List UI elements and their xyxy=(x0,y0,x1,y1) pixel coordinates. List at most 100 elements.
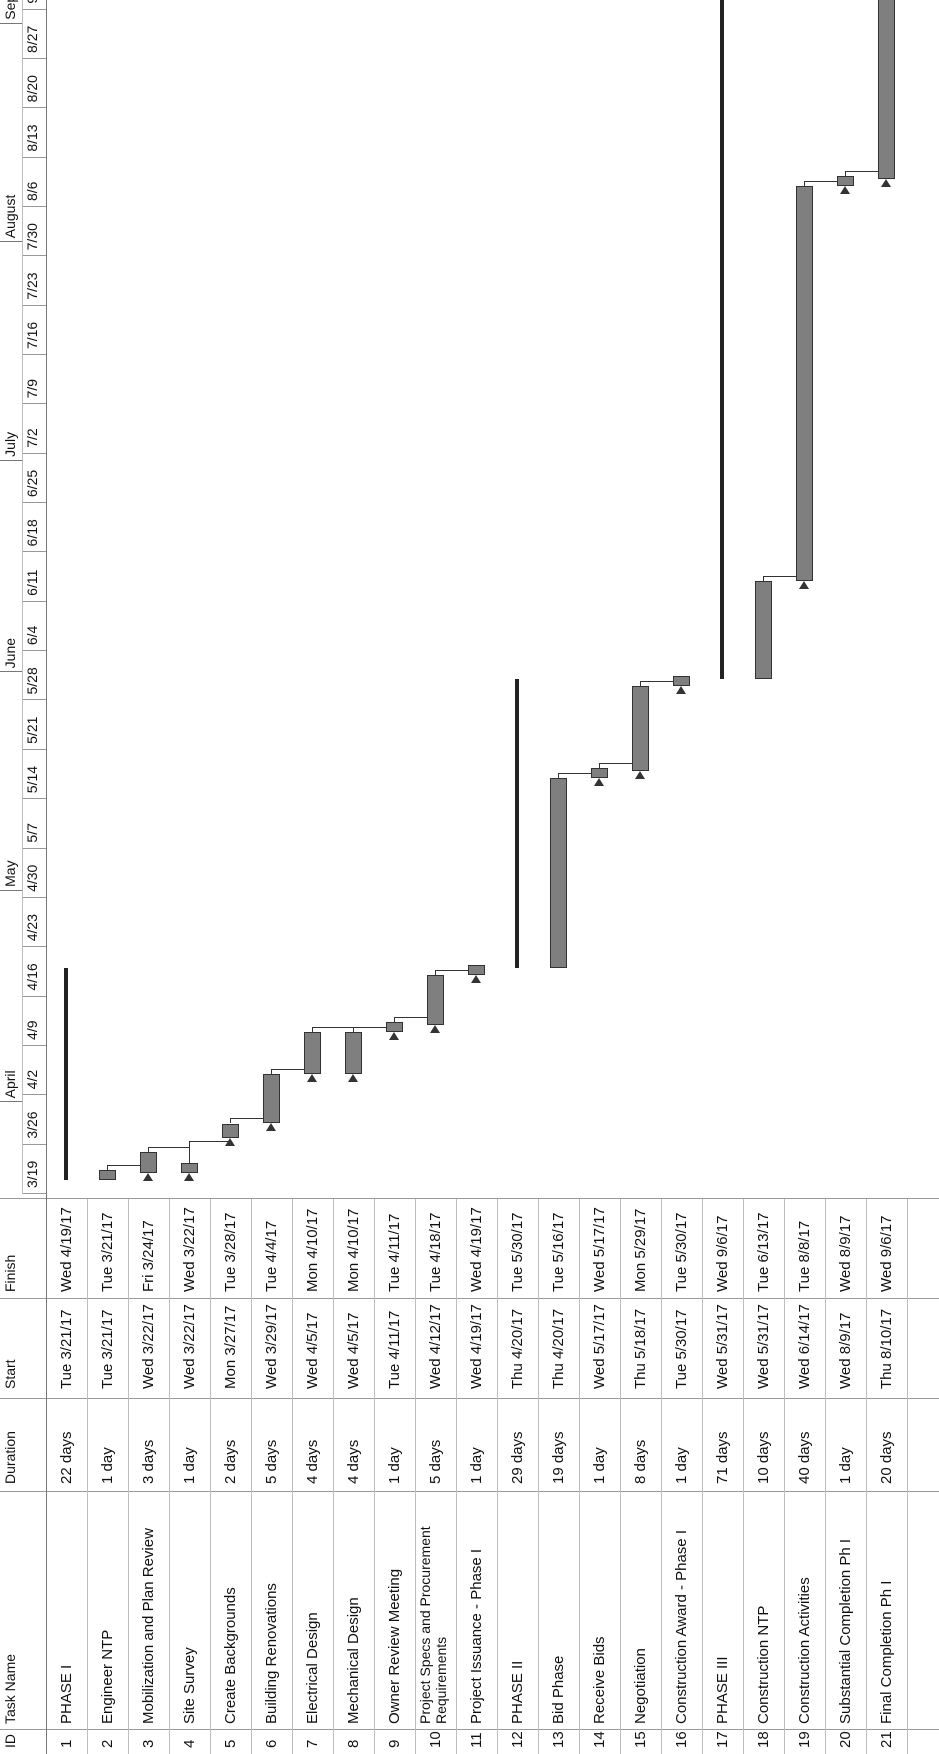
task-bar xyxy=(181,1162,198,1173)
table-row[interactable]: 11 Project Issuance - Phase I 1 day Wed 4/1… xyxy=(456,1199,497,1754)
table-row[interactable]: 3 Mobilization and Plan Review 3 days Wed 3… xyxy=(128,1199,169,1754)
table-row[interactable]: 5 Create Backgrounds 2 days Mon 3/27/17 Tue … xyxy=(210,1199,251,1754)
week-divider xyxy=(22,304,46,306)
task-finish: Tue 5/30/17 xyxy=(673,1212,690,1292)
task-name: Project Specs and Procurement Requiremen… xyxy=(417,1526,449,1724)
timescale-week: 3/19 xyxy=(24,1160,40,1188)
task-finish: Mon 5/29/17 xyxy=(632,1208,649,1292)
task-bar xyxy=(386,1021,403,1032)
table-row[interactable]: 21 Final Completion Ph I 20 days Thu 8/10/1… xyxy=(866,1199,907,1754)
table-row[interactable]: 13 Bid Phase 19 days Thu 4/20/17 Tue 5/16/17 xyxy=(538,1199,579,1754)
task-finish: Wed 9/6/17 xyxy=(714,1215,731,1292)
timescale-week: 7/9 xyxy=(24,378,40,399)
table-row[interactable]: 14 Receive Bids 1 day Wed 5/17/17 Wed 5/17/1… xyxy=(579,1199,620,1754)
task-id: 12 xyxy=(509,1731,526,1748)
task-duration: 5 days xyxy=(263,1439,280,1484)
week-divider xyxy=(22,847,46,849)
timescale-month: May xyxy=(2,860,18,887)
week-divider xyxy=(22,650,46,652)
week-divider xyxy=(22,600,46,602)
table-row[interactable]: 18 Construction NTP 10 days Wed 5/31/17 Tue … xyxy=(743,1199,784,1754)
timescale-week: 5/7 xyxy=(24,823,40,843)
table-row[interactable]: 2 Engineer NTP 1 day Tue 3/21/17 Tue 3/21/17 xyxy=(87,1199,128,1754)
table-row[interactable]: 9 Owner Review Meeting 1 day Tue 4/11/17 Tue… xyxy=(374,1199,415,1754)
dependency-arrow xyxy=(184,1172,194,1181)
table-row[interactable]: 10 Project Specs and Procurement Requirem… xyxy=(415,1199,456,1754)
table-row[interactable]: 12 PHASE II 29 days Thu 4/20/17 Tue 5/30/17 xyxy=(497,1199,538,1754)
task-finish: Mon 4/10/17 xyxy=(304,1208,321,1292)
task-name: Construction NTP xyxy=(755,1605,772,1724)
week-divider xyxy=(22,551,46,553)
task-duration: 1 day xyxy=(99,1447,116,1484)
table-row[interactable]: 6 Building Renovations 5 days Wed 3/29/17 Tu… xyxy=(251,1199,292,1754)
task-duration: 8 days xyxy=(632,1439,649,1484)
task-id: 4 xyxy=(181,1739,198,1748)
week-divider xyxy=(22,354,46,356)
task-duration: 71 days xyxy=(714,1431,731,1484)
task-name: Owner Review Meeting xyxy=(386,1568,403,1724)
task-duration: 1 day xyxy=(837,1447,854,1484)
task-start: Tue 5/30/17 xyxy=(673,1309,690,1389)
table-row[interactable]: 16 Construction Award - Phase I 1 day Tue 5… xyxy=(661,1199,702,1754)
task-name: Building Renovations xyxy=(263,1583,280,1724)
month-divider xyxy=(0,1101,22,1103)
dependency-arrow xyxy=(471,975,481,984)
dependency-arrow xyxy=(430,1024,440,1033)
table-row[interactable]: 19 Construction Activities 40 days Wed 6/14… xyxy=(784,1199,825,1754)
dependency-arrow xyxy=(143,1172,153,1181)
task-bar xyxy=(632,686,649,771)
task-bar xyxy=(755,580,772,680)
task-finish: Tue 4/11/17 xyxy=(386,1213,403,1292)
table-row[interactable]: 8 Mechanical Design 4 days Wed 4/5/17 Mon 4/… xyxy=(333,1199,374,1754)
task-id: 16 xyxy=(673,1731,690,1748)
task-finish: Wed 9/6/17 xyxy=(878,1215,895,1292)
week-divider xyxy=(22,156,46,158)
table-row[interactable]: 4 Site Survey 1 day Wed 3/22/17 Wed 3/22/17 xyxy=(169,1199,210,1754)
task-finish: Tue 3/21/17 xyxy=(99,1212,116,1292)
task-start: Wed 3/22/17 xyxy=(181,1304,198,1389)
table-row[interactable]: 17 PHASE III 71 days Wed 5/31/17 Wed 9/6/17 xyxy=(702,1199,743,1754)
task-start: Mon 3/27/17 xyxy=(222,1305,239,1389)
week-divider xyxy=(22,1143,46,1145)
task-id: 15 xyxy=(632,1731,649,1748)
task-id: 6 xyxy=(263,1739,280,1748)
week-divider xyxy=(22,1094,46,1096)
task-finish: Tue 4/4/17 xyxy=(263,1220,280,1292)
task-duration: 4 days xyxy=(345,1439,362,1484)
task-finish: Fri 3/24/17 xyxy=(140,1220,157,1292)
task-id: 2 xyxy=(99,1739,116,1748)
header-finish: Finish xyxy=(2,1254,18,1292)
task-duration: 2 days xyxy=(222,1439,239,1484)
week-divider xyxy=(22,8,46,10)
task-id: 20 xyxy=(837,1731,854,1748)
week-divider xyxy=(22,748,46,750)
task-bar xyxy=(673,676,690,687)
week-divider xyxy=(22,946,46,948)
task-start: Wed 6/14/17 xyxy=(796,1304,813,1389)
table-row[interactable]: 20 Substantial Completion Ph I 1 day Wed 8/… xyxy=(825,1199,866,1754)
table-row[interactable]: 15 Negotiation 8 days Thu 5/18/17 Mon 5/29/1… xyxy=(620,1199,661,1754)
header-task-name: Task Name xyxy=(2,1653,18,1724)
timescale-week: 6/11 xyxy=(24,569,40,596)
table-row[interactable]: 1 PHASE I 22 days Tue 3/21/17 Wed 4/19/17 xyxy=(46,1199,87,1754)
timescale-week: 8/13 xyxy=(24,124,40,152)
task-name: Construction Activities xyxy=(796,1577,813,1724)
task-name: Mechanical Design xyxy=(345,1597,362,1724)
task-name: Create Backgrounds xyxy=(222,1587,239,1724)
timescale-week: 9/3 xyxy=(24,0,40,4)
task-bar xyxy=(99,1169,116,1180)
task-name: Substantial Completion Ph I xyxy=(837,1538,854,1724)
task-start: Thu 4/20/17 xyxy=(550,1308,567,1389)
dependency-arrow xyxy=(635,771,645,779)
task-id: 11 xyxy=(468,1732,485,1748)
dependency-arrow xyxy=(881,178,891,187)
task-duration: 1 day xyxy=(673,1447,690,1484)
task-finish: Wed 4/19/17 xyxy=(58,1207,75,1292)
dependency-arrow xyxy=(266,1123,276,1132)
task-name: Engineer NTP xyxy=(99,1629,116,1724)
task-duration: 10 days xyxy=(755,1431,772,1484)
task-id: 17 xyxy=(714,1731,731,1748)
timescale-week: 3/26 xyxy=(24,1111,40,1139)
table-row[interactable]: 7 Electrical Design 4 days Wed 4/5/17 Mon 4/… xyxy=(292,1199,333,1754)
month-divider xyxy=(0,671,22,673)
